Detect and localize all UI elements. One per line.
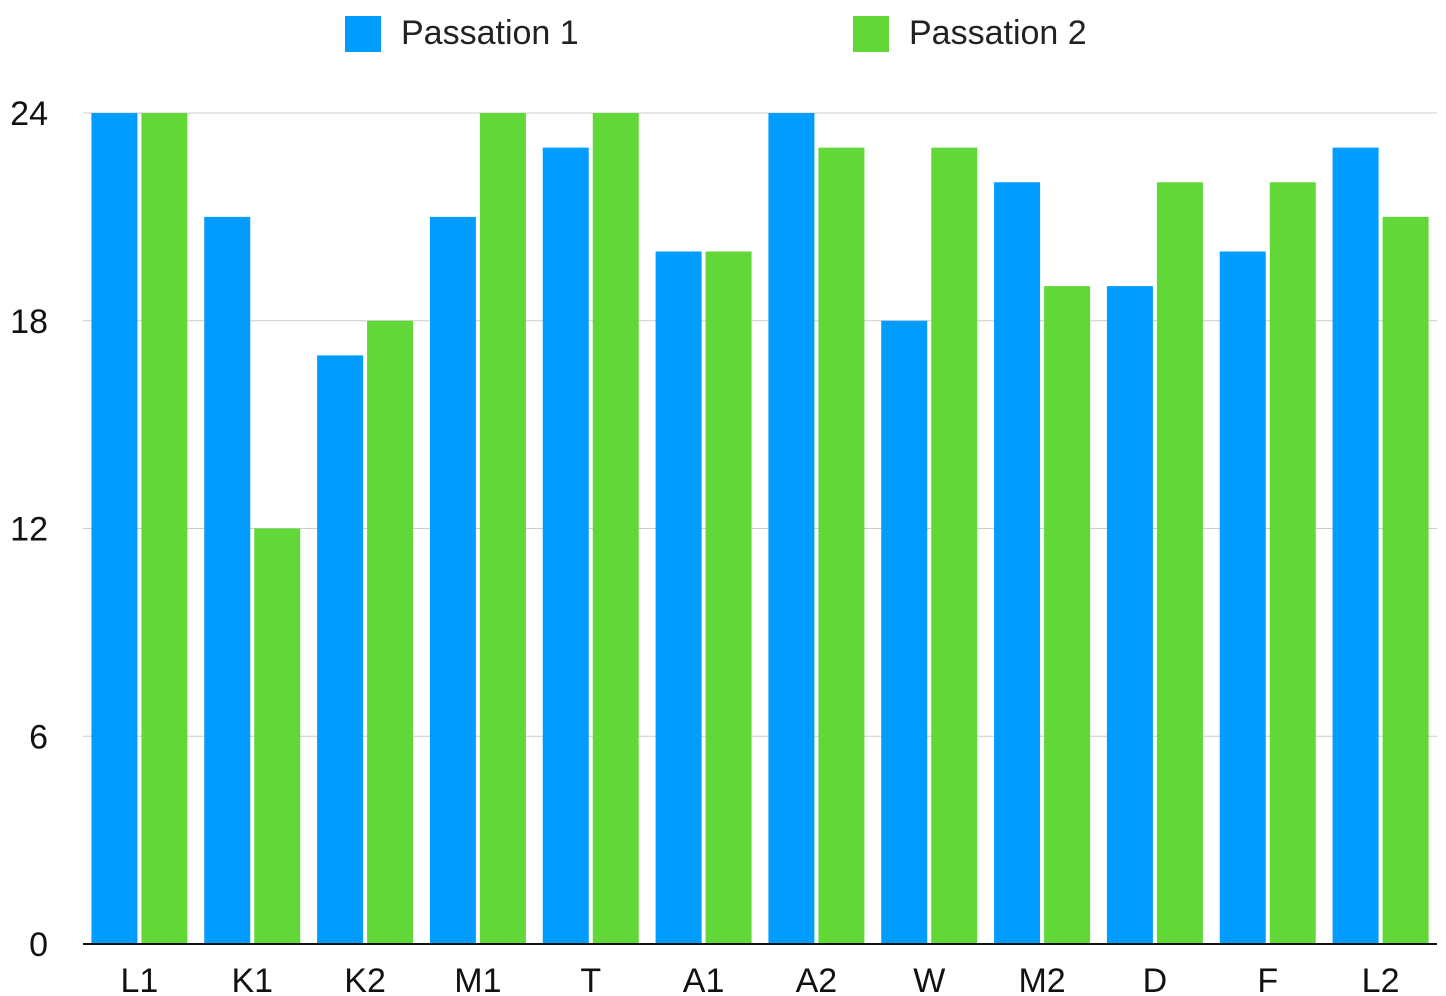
- bar-1-k2: [317, 355, 364, 944]
- legend-swatch-passation-1: [345, 15, 381, 52]
- legend-swatch-passation-2: [853, 15, 889, 52]
- x-tick-label: W: [913, 962, 945, 996]
- x-tick-label: M1: [454, 962, 501, 996]
- bar-2-m2: [1044, 286, 1091, 944]
- bar-1-t: [542, 147, 589, 944]
- y-tick-label: 12: [10, 511, 48, 549]
- y-tick-label: 24: [10, 95, 48, 133]
- bars: [91, 113, 1429, 944]
- bar-2-d: [1156, 182, 1203, 944]
- legend-item-passation-1: Passation 1: [345, 14, 579, 53]
- bar-1-f: [1219, 251, 1266, 944]
- x-tick-label: K1: [231, 962, 273, 996]
- bar-1-m1: [429, 216, 476, 944]
- gridlines: [83, 112, 1437, 737]
- bar-2-f: [1269, 182, 1316, 944]
- bar-2-k2: [367, 320, 414, 944]
- x-tick-label: M2: [1018, 962, 1065, 996]
- x-tick-label: D: [1143, 962, 1168, 996]
- y-tick-label: 0: [29, 926, 48, 964]
- bar-1-l1: [91, 113, 138, 944]
- bar-1-l2: [1332, 147, 1379, 944]
- bar-2-l2: [1382, 216, 1429, 944]
- x-tick-label: L1: [121, 962, 159, 996]
- bar-2-w: [931, 147, 978, 944]
- y-axis: 0 6 12 18 24: [10, 95, 48, 964]
- y-tick-label: 6: [29, 718, 48, 756]
- x-axis: L1 K1 K2 M1 T A1 A2 W M2 D F L2: [83, 943, 1437, 996]
- bar-2-l1: [141, 113, 188, 944]
- bar-2-a1: [705, 251, 752, 944]
- bar-2-k1: [254, 528, 301, 944]
- bar-1-a2: [768, 113, 815, 944]
- x-tick-label: A2: [796, 962, 838, 996]
- bar-1-w: [881, 320, 928, 944]
- x-tick-label: T: [580, 962, 601, 996]
- bar-2-t: [592, 113, 639, 944]
- x-tick-label: L2: [1362, 962, 1400, 996]
- bar-1-a1: [655, 251, 702, 944]
- bar-2-a2: [818, 147, 865, 944]
- legend-label-passation-2: Passation 2: [909, 14, 1087, 52]
- legend-item-passation-2: Passation 2: [853, 14, 1087, 53]
- x-tick-label: F: [1257, 962, 1278, 996]
- bar-2-m1: [479, 113, 526, 944]
- bar-1-m2: [994, 182, 1041, 944]
- x-tick-label: K2: [344, 962, 386, 996]
- y-tick-label: 18: [10, 303, 48, 341]
- bar-1-d: [1106, 286, 1153, 944]
- bar-1-k1: [204, 216, 251, 944]
- x-tick-label: A1: [683, 962, 725, 996]
- legend-label-passation-1: Passation 1: [401, 14, 579, 52]
- legend: Passation 1 Passation 2: [0, 14, 1446, 54]
